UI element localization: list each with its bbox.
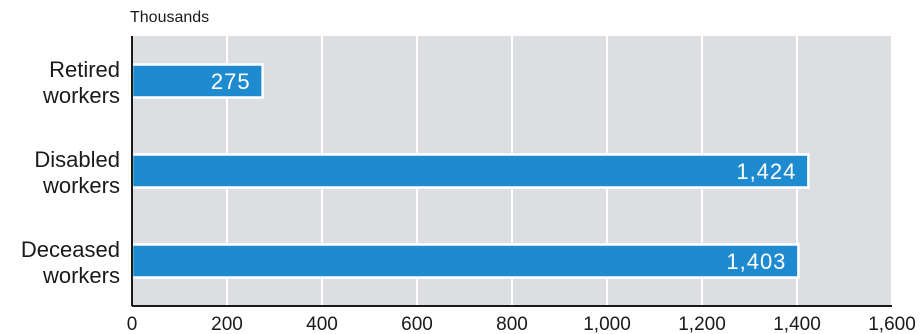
bar-1 (130, 153, 810, 189)
x-tick-label-5: 1,000 (583, 314, 631, 334)
category-label-2: Deceased workers (21, 237, 120, 288)
category-label-1: Disabled workers (34, 147, 120, 198)
x-tick-label-7: 1,400 (773, 314, 821, 334)
data-label-0: 275 (211, 69, 251, 94)
x-tick-label-0: 0 (127, 314, 138, 334)
x-tick-label-2: 400 (306, 314, 338, 334)
bar-0 (130, 63, 264, 99)
x-tick-label-4: 800 (496, 314, 528, 334)
category-labels: Retired workers Disabled workers Deceased wor… (21, 57, 120, 288)
unit-label: Thousands (130, 9, 209, 26)
bar-2 (130, 243, 800, 279)
x-tick-labels: 0 200 400 600 800 1,000 1,200 1,400 1,600 (127, 314, 916, 334)
data-labels: 275 1,424 1,403 (211, 69, 796, 274)
x-tick-label-8: 1,600 (868, 314, 916, 334)
data-label-2: 1,403 (726, 249, 786, 274)
data-label-1: 1,424 (736, 159, 796, 184)
x-tick-label-6: 1,200 (678, 314, 726, 334)
x-tick-label-1: 200 (211, 314, 243, 334)
x-tick-label-3: 600 (401, 314, 433, 334)
category-label-0: Retired workers (42, 57, 120, 108)
